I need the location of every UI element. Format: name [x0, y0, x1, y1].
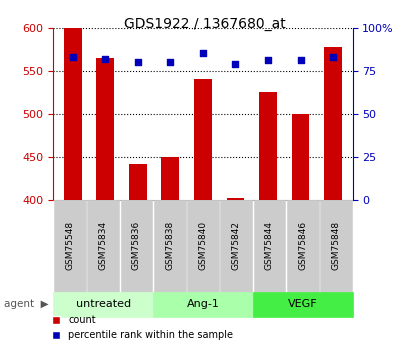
- Bar: [193, 79, 211, 200]
- Bar: [226, 197, 244, 200]
- Bar: [258, 92, 276, 200]
- Point: [231, 61, 238, 67]
- Text: GSM75838: GSM75838: [165, 221, 174, 270]
- Text: GSM75840: GSM75840: [198, 221, 207, 270]
- Point: [264, 58, 271, 63]
- Point: [70, 54, 76, 60]
- Legend: count, percentile rank within the sample: count, percentile rank within the sample: [46, 315, 233, 340]
- Text: GSM75846: GSM75846: [297, 221, 306, 270]
- Text: agent  ▶: agent ▶: [4, 299, 49, 309]
- Text: GSM75844: GSM75844: [264, 221, 273, 270]
- Text: Ang-1: Ang-1: [186, 299, 219, 309]
- Point: [329, 54, 335, 60]
- Bar: [96, 58, 114, 200]
- Point: [134, 59, 141, 65]
- Point: [167, 59, 173, 65]
- Bar: [161, 157, 179, 200]
- Text: GSM75848: GSM75848: [330, 221, 339, 270]
- Point: [102, 56, 108, 61]
- Point: [199, 51, 206, 56]
- Point: [297, 58, 303, 63]
- Text: GSM75834: GSM75834: [99, 221, 108, 270]
- Text: GSM75548: GSM75548: [65, 221, 74, 270]
- Bar: [324, 47, 341, 200]
- Text: untreated: untreated: [75, 299, 130, 309]
- Text: VEGF: VEGF: [287, 299, 317, 309]
- Text: GSM75836: GSM75836: [132, 221, 141, 270]
- Text: GSM75842: GSM75842: [231, 221, 240, 270]
- Bar: [291, 114, 309, 200]
- Text: GDS1922 / 1367680_at: GDS1922 / 1367680_at: [124, 17, 285, 31]
- Bar: [64, 28, 81, 200]
- Bar: [128, 164, 146, 200]
